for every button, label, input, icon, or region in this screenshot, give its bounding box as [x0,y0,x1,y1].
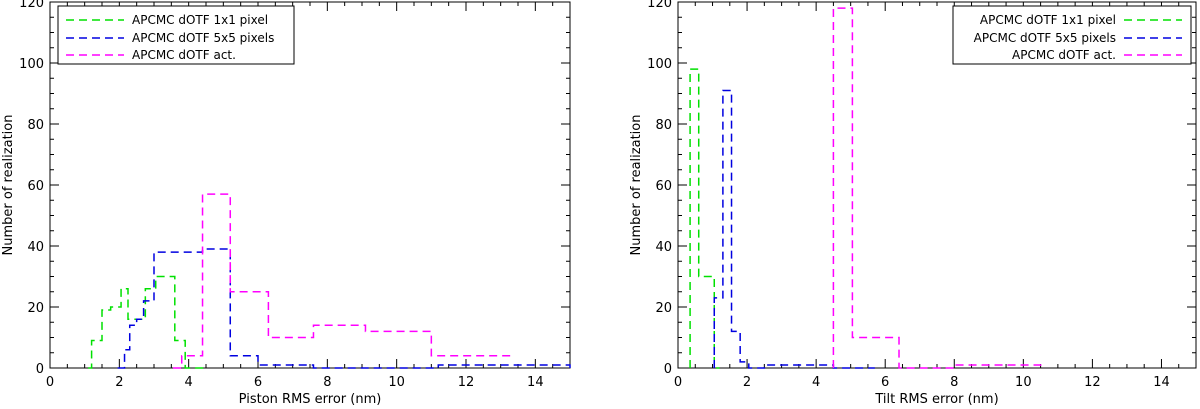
tilt-x-tick-label: 8 [950,375,958,390]
tilt-legend-label-1x1: APCMC dOTF 1x1 pixel [980,13,1116,27]
tilt-x-tick-label: 6 [881,375,889,390]
piston-y-axis-title: Number of realization [1,115,16,256]
tilt-series-1 [713,89,875,369]
piston-x-tick-label: 6 [254,375,262,390]
piston-y-tick-label: 100 [19,57,44,72]
tilt-series-0 [689,68,720,369]
tilt-legend-label-act: APCMC dOTF act. [1012,48,1116,62]
tilt-x-tick-label: 2 [743,375,751,390]
tilt-chart: 0 2 4 6 8 10 12 14 0 20 40 60 80 100 120 Tilt RMS erro… [629,0,1197,407]
tilt-series-2 [832,7,1042,369]
piston-x-tick-label: 8 [323,375,331,390]
tilt-y-tick-label: 120 [647,0,672,11]
piston-legend-label-act: APCMC dOTF act. [132,48,236,62]
piston-legend-label-5x5: APCMC dOTF 5x5 pixels [132,31,274,45]
piston-chart: 0 2 4 6 8 10 12 14 0 20 40 60 80 100 120 Piston RMS er… [1,0,571,407]
piston-x-tick-label: 4 [185,375,193,390]
tilt-x-axis-title: Tilt RMS error (nm) [874,392,998,407]
piston-series-0 [88,275,206,369]
piston-series [88,193,571,369]
tilt-y-tick-label: 80 [655,118,672,133]
piston-x-tick-label: 2 [115,375,123,390]
tilt-x-tick-label: 14 [1153,375,1170,390]
tilt-legend: APCMC dOTF 1x1 pixel APCMC dOTF 5x5 pixe… [952,5,1192,65]
tilt-series [689,7,1042,369]
piston-series-1 [117,248,571,369]
piston-y-tick-label: 0 [36,362,44,377]
tilt-x-tick-label: 4 [812,375,820,390]
piston-x-tick-label: 14 [527,375,544,390]
piston-y-tick-label: 40 [27,240,44,255]
tilt-y-tick-label: 40 [655,240,672,255]
tilt-x-tick-label: 0 [674,375,682,390]
piston-x-tick-label: 10 [388,375,405,390]
piston-y-tick-label: 120 [19,0,44,11]
piston-x-tick-label: 12 [458,375,475,390]
tilt-y-tick-label: 60 [655,179,672,194]
tilt-y-axis-title: Number of realization [629,115,644,256]
tilt-x-tick-label: 12 [1084,375,1101,390]
piston-x-tick-label: 0 [46,375,54,390]
tilt-y-tick-label: 0 [664,362,672,377]
piston-x-axis-title: Piston RMS error (nm) [239,392,382,407]
piston-y-tick-label: 80 [27,118,44,133]
tilt-x-tick-label: 10 [1015,375,1032,390]
piston-ticks: 0 2 4 6 8 10 12 14 0 20 40 60 80 100 120 [19,0,571,390]
piston-y-tick-label: 60 [27,179,44,194]
piston-y-tick-label: 20 [27,301,44,316]
tilt-y-tick-label: 20 [655,301,672,316]
tilt-y-tick-label: 100 [647,57,672,72]
tilt-legend-label-5x5: APCMC dOTF 5x5 pixels [974,31,1116,45]
piston-legend-label-1x1: APCMC dOTF 1x1 pixel [132,13,268,27]
piston-series-2 [173,193,512,369]
piston-legend: APCMC dOTF 1x1 pixel APCMC dOTF 5x5 pixe… [57,5,295,65]
